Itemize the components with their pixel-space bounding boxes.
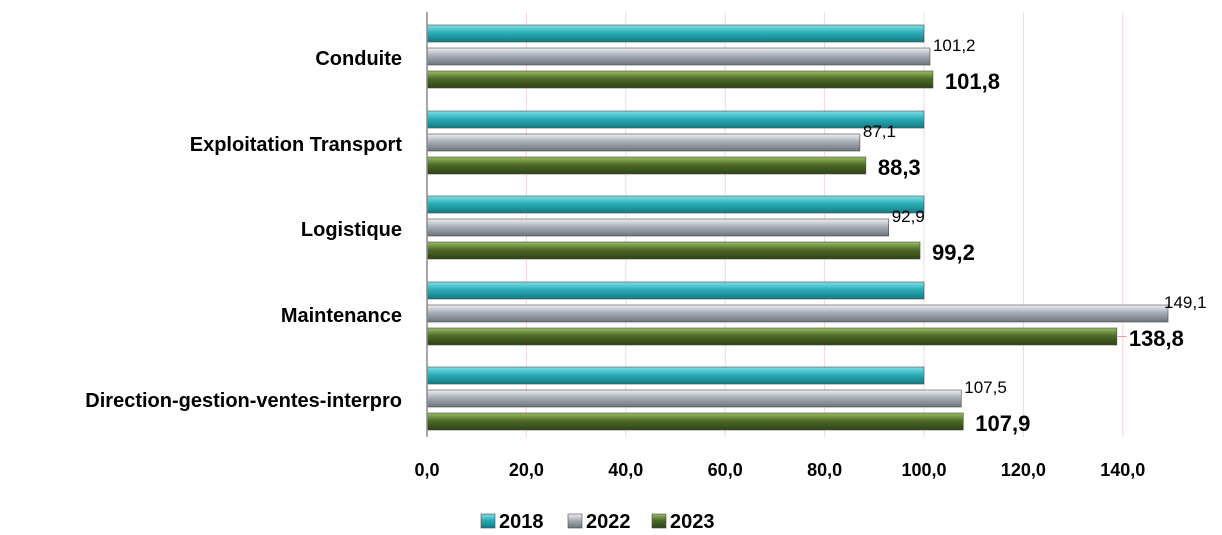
category-labels: Conduite Exploitation Transport Logistique…: [85, 48, 402, 412]
x-tick-label: 120,0: [1001, 460, 1046, 480]
legend-label: 2022: [586, 511, 631, 533]
bar-2018: [426, 110, 925, 129]
x-tick-label: 100,0: [901, 460, 946, 480]
bar-2023: [426, 70, 934, 89]
value-label-2022: 92,9: [892, 207, 925, 226]
bars: [426, 24, 1169, 431]
value-label-2022: 149,1: [1164, 293, 1207, 312]
value-labels: 101,2 101,8 87,1 88,3 92,9 99,2 149,1 138,8 107,…: [863, 36, 1207, 436]
bar-2023: [426, 327, 1118, 346]
x-tick-label: 20,0: [509, 460, 544, 480]
legend-label: 2023: [670, 511, 715, 533]
bar-2022: [426, 218, 890, 237]
bar-2018: [426, 366, 925, 385]
value-label-2023: 88,3: [878, 155, 921, 180]
x-tick-label: 140,0: [1100, 460, 1145, 480]
bar-2018: [426, 195, 925, 214]
x-tick-label: 80,0: [807, 460, 842, 480]
bar-2022: [426, 304, 1169, 323]
value-label-2023: 101,8: [945, 69, 1000, 94]
x-tick-label: 60,0: [708, 460, 743, 480]
value-label-2023: 99,2: [932, 240, 975, 265]
value-label-2022: 107,5: [964, 378, 1007, 397]
x-tick-labels: 0,0 20,0 40,0 60,0 80,0 100,0 120,0 140,0: [414, 460, 1145, 480]
bar-2018: [426, 24, 925, 43]
x-tick-label: 40,0: [608, 460, 643, 480]
category-label: Maintenance: [281, 305, 402, 327]
legend-label: 2018: [499, 511, 544, 533]
legend: 2018 2022 2023: [480, 511, 715, 533]
value-label-2023: 107,9: [975, 411, 1030, 436]
bar-2022: [426, 47, 931, 66]
category-label: Exploitation Transport: [190, 134, 403, 156]
legend-swatch: [567, 513, 583, 529]
bar-2018: [426, 281, 925, 300]
category-label: Logistique: [301, 219, 402, 241]
value-label-2022: 101,2: [933, 36, 976, 55]
category-label: Conduite: [315, 48, 402, 70]
legend-item-2023: 2023: [651, 511, 715, 533]
legend-item-2022: 2022: [567, 511, 631, 533]
legend-swatch: [651, 513, 667, 529]
bar-2022: [426, 389, 962, 408]
bar-2022: [426, 133, 861, 152]
x-tick-label: 0,0: [414, 460, 439, 480]
category-label: Direction-gestion-ventes-interpro: [85, 390, 402, 412]
bar-2023: [426, 412, 964, 431]
bar-2023: [426, 241, 921, 260]
bar-2023: [426, 156, 867, 175]
legend-swatch: [480, 513, 496, 529]
value-label-2022: 87,1: [863, 122, 896, 141]
legend-item-2018: 2018: [480, 511, 544, 533]
value-label-2023: 138,8: [1129, 326, 1184, 351]
